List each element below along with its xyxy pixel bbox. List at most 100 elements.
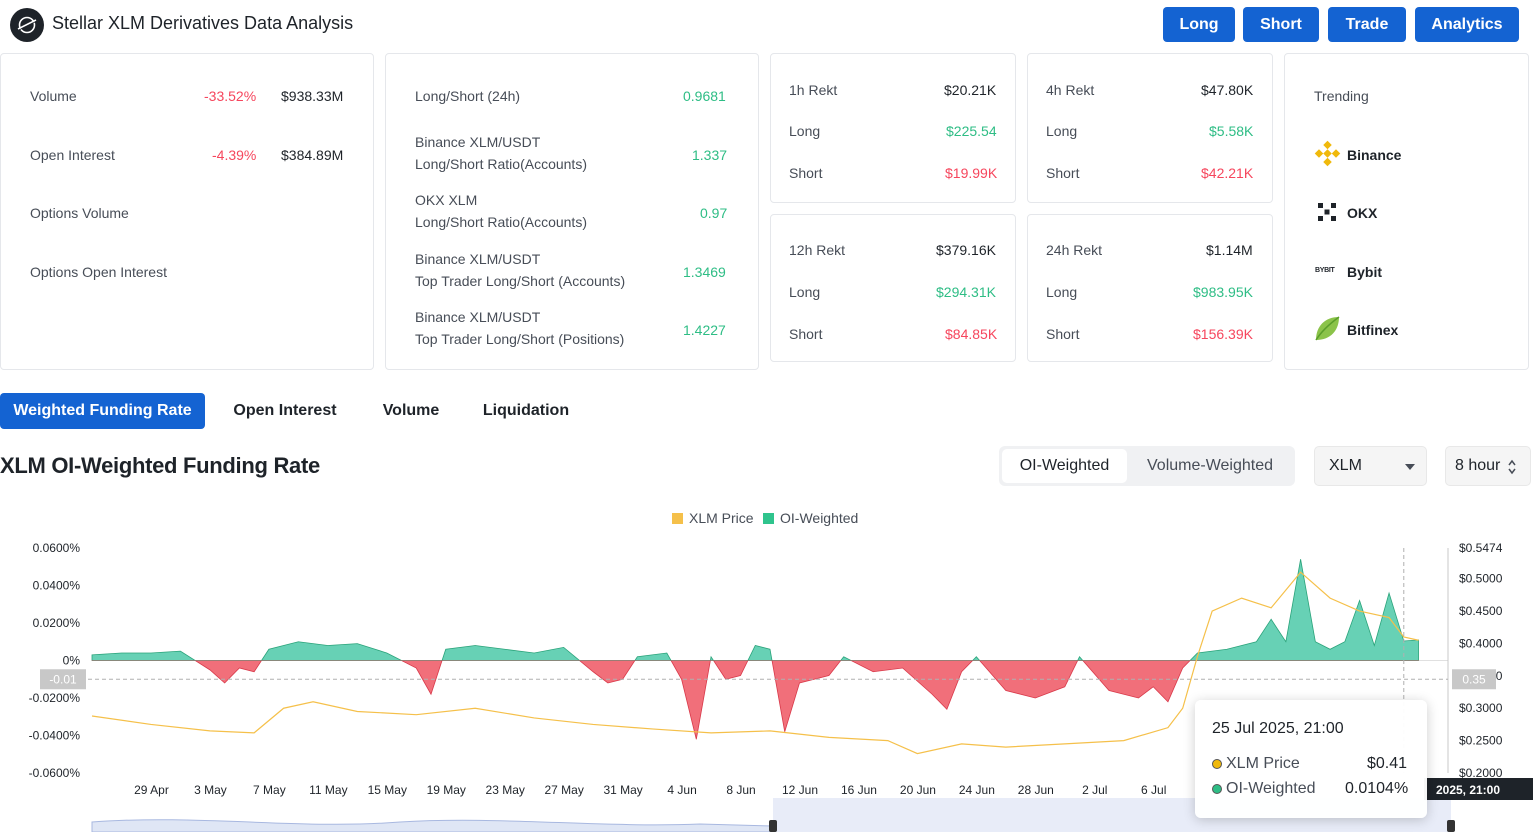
y-right-tick: $0.4500 bbox=[1459, 604, 1503, 618]
up-down-arrows-icon bbox=[1508, 459, 1516, 475]
y-right-tick: $0.5000 bbox=[1459, 572, 1503, 586]
coin-select[interactable]: XLM bbox=[1314, 446, 1427, 486]
legend-oi[interactable]: OI-Weighted bbox=[763, 510, 858, 526]
volume-weighted-option[interactable]: Volume-Weighted bbox=[1147, 457, 1273, 474]
chart-title: XLM OI-Weighted Funding Rate bbox=[0, 453, 320, 478]
rekt-24h-long: $983.95K bbox=[1193, 284, 1253, 300]
rekt-12h-card bbox=[770, 214, 1016, 362]
crosshair-left-label: -0.01 bbox=[49, 672, 77, 686]
tooltip-oi-dot bbox=[1212, 784, 1222, 794]
oi-swatch bbox=[763, 512, 774, 524]
y-left-tick: 0.0200% bbox=[33, 616, 81, 630]
open-interest-label: Open Interest bbox=[30, 147, 115, 163]
crosshair-right-label: 0.35 bbox=[1462, 672, 1486, 686]
x-tick: 27 May bbox=[544, 783, 583, 797]
rekt-4h-card bbox=[1027, 53, 1273, 203]
binance-acc-label: Binance XLM/USDT Long/Short Ratio(Account… bbox=[415, 134, 587, 172]
rekt-4h-long-label: Long bbox=[1046, 123, 1078, 139]
y-right-tick: $0.2000 bbox=[1459, 766, 1503, 780]
y-left-tick: 0% bbox=[63, 654, 81, 668]
y-left-tick: -0.0400% bbox=[29, 729, 81, 743]
trending-binance[interactable]: Binance bbox=[1347, 147, 1402, 163]
trending-bybit[interactable]: Bybit bbox=[1347, 264, 1382, 280]
x-tick: 28 Jun bbox=[1018, 783, 1054, 797]
crosshair-right-tag bbox=[1452, 669, 1496, 690]
open-interest-value: $384.89M bbox=[281, 147, 344, 163]
x-tick: 11 May bbox=[309, 783, 347, 797]
analytics-button[interactable]: Analytics bbox=[1415, 7, 1519, 42]
chart-tooltip: 25 Jul 2025, 21:00 XLM Price $0.41 OI-We… bbox=[1195, 700, 1427, 818]
x-tick: 12 Jun bbox=[782, 783, 818, 797]
y-left-tick: 0.0600% bbox=[33, 541, 81, 555]
okx-acc-label: OKX XLM Long/Short Ratio(Accounts) bbox=[415, 192, 587, 230]
binance-icon bbox=[1314, 140, 1341, 167]
trending-okx[interactable]: OKX bbox=[1347, 205, 1378, 221]
open-interest-change: -4.39% bbox=[212, 147, 257, 163]
rekt-12h-label: 12h Rekt bbox=[789, 242, 846, 258]
tooltip-price-value: $0.41 bbox=[1367, 755, 1408, 772]
x-tick: 29 Apr bbox=[134, 783, 169, 797]
x-tick: 31 May bbox=[603, 783, 642, 797]
y-right-tick: $0.4000 bbox=[1459, 636, 1503, 650]
tab-open-interest[interactable]: Open Interest bbox=[233, 402, 337, 419]
trending-bitfinex[interactable]: Bitfinex bbox=[1347, 322, 1399, 338]
tooltip-price-label: XLM Price bbox=[1226, 755, 1300, 772]
bybit-icon: BYBIT bbox=[1315, 267, 1335, 274]
options-volume-label: Options Volume bbox=[30, 205, 129, 221]
tooltip-date: 25 Jul 2025, 21:00 bbox=[1212, 720, 1344, 737]
trade-button[interactable]: Trade bbox=[1328, 7, 1406, 42]
navigator-series bbox=[91, 819, 774, 832]
rekt-24h-short: $156.39K bbox=[1193, 326, 1253, 342]
rekt-12h-short-label: Short bbox=[789, 326, 823, 342]
tab-liquidation[interactable]: Liquidation bbox=[482, 402, 570, 419]
binance-acc-value: 1.337 bbox=[692, 147, 728, 163]
volume-label: Volume bbox=[30, 88, 77, 104]
y-right-tick: $0.5474 bbox=[1459, 541, 1503, 555]
binance-top-acc-value: 1.3469 bbox=[683, 264, 726, 280]
volume-value: $938.33M bbox=[281, 88, 344, 104]
rekt-1h-short: $19.99K bbox=[945, 165, 998, 181]
tab-weighted-funding-rate[interactable]: Weighted Funding Rate bbox=[0, 393, 205, 429]
oi-area-negative bbox=[91, 660, 1419, 740]
rekt-24h-long-label: Long bbox=[1046, 284, 1078, 300]
x-tick: 6 Jul bbox=[1141, 783, 1166, 797]
y-left-tick: -0.0200% bbox=[29, 691, 81, 705]
x-tick: 19 May bbox=[427, 783, 466, 797]
rekt-4h-total: $47.80K bbox=[1201, 82, 1254, 98]
binance-top-acc-label: Binance XLM/USDT Top Trader Long/Short (A… bbox=[415, 251, 626, 289]
oi-weighted-option[interactable]: OI-Weighted bbox=[1002, 449, 1127, 483]
tooltip-oi-value: 0.0104% bbox=[1345, 780, 1409, 797]
x-tick: 7 May bbox=[253, 783, 286, 797]
rekt-1h-card bbox=[770, 53, 1016, 203]
y-right-tick: $0.2500 bbox=[1459, 734, 1503, 748]
ratios-card bbox=[385, 53, 759, 370]
rekt-24h-short-label: Short bbox=[1046, 326, 1080, 342]
tab-volume[interactable]: Volume bbox=[382, 402, 440, 419]
crosshair-left-tag bbox=[40, 669, 86, 690]
rekt-1h-label: 1h Rekt bbox=[789, 82, 838, 98]
legend-price[interactable]: XLM Price bbox=[672, 510, 754, 526]
navigator-handle-left[interactable] bbox=[769, 820, 777, 832]
ls24-value: 0.9681 bbox=[683, 88, 726, 104]
rekt-4h-short-label: Short bbox=[1046, 165, 1080, 181]
long-button[interactable]: Long bbox=[1163, 7, 1235, 42]
rekt-12h-short: $84.85K bbox=[945, 326, 998, 342]
rekt-24h-label: 24h Rekt bbox=[1046, 242, 1103, 258]
interval-select[interactable]: 8 hour bbox=[1445, 446, 1531, 486]
rekt-12h-long-label: Long bbox=[789, 284, 821, 300]
tooltip-price-dot bbox=[1212, 759, 1222, 769]
options-oi-label: Options Open Interest bbox=[30, 264, 167, 280]
navigator-handle-right[interactable] bbox=[1447, 820, 1455, 832]
rekt-24h-card bbox=[1027, 214, 1273, 362]
okx-acc-value: 0.97 bbox=[700, 205, 728, 221]
x-tick: 8 Jun bbox=[726, 783, 755, 797]
y-left-tick: 0.0400% bbox=[33, 579, 81, 593]
rekt-12h-total: $379.16K bbox=[936, 242, 996, 258]
bitfinex-icon bbox=[1313, 314, 1341, 342]
rekt-1h-total: $20.21K bbox=[944, 82, 997, 98]
interval-select-value: 8 hour bbox=[1455, 457, 1501, 474]
trending-label: Trending bbox=[1314, 88, 1369, 104]
x-tick: 23 May bbox=[486, 783, 525, 797]
short-button[interactable]: Short bbox=[1243, 7, 1319, 42]
x-tick: 2 Jul bbox=[1082, 783, 1107, 797]
